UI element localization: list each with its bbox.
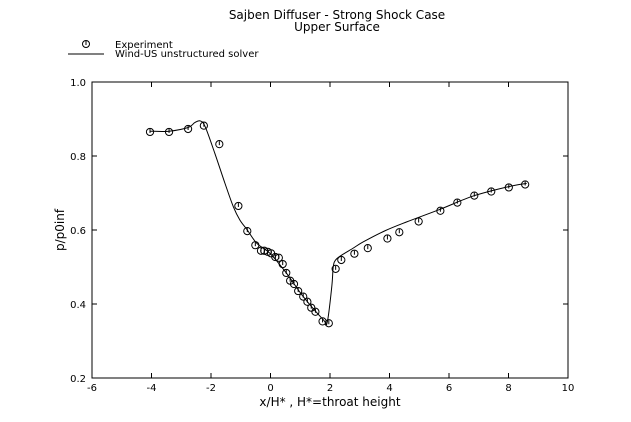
- x-tick-label: -4: [147, 383, 157, 394]
- x-ticks: -6 -4 -2 0 2 4 6 8 10: [87, 82, 574, 394]
- y-axis-label: p/p0inf: [53, 208, 67, 251]
- y-tick-label: 0.8: [70, 152, 86, 163]
- experiment-point: [234, 201, 243, 211]
- x-tick-label: -6: [87, 383, 97, 394]
- experiment-point: [350, 249, 359, 258]
- experiment-point: [318, 317, 327, 326]
- legend-label-experiment: Experiment: [115, 40, 173, 51]
- x-tick-label: 2: [327, 383, 333, 394]
- experiment-point: [303, 297, 312, 306]
- experiment-point: [487, 187, 496, 196]
- x-tick-label: 0: [267, 383, 273, 394]
- experiment-point: [164, 127, 174, 137]
- experiment-point: [251, 241, 260, 250]
- experiment-point: [337, 255, 346, 265]
- plot-frame: [91, 81, 569, 379]
- chart-subtitle: Upper Surface: [294, 20, 380, 34]
- experiment-point: [145, 127, 155, 137]
- experiment-point: [453, 198, 462, 207]
- experiment-point: [243, 227, 252, 236]
- experiment-point: [289, 279, 299, 289]
- experiment-point: [363, 244, 372, 253]
- experiment-point: [299, 292, 308, 301]
- experiment-point: [324, 319, 333, 328]
- experiment-point: [278, 259, 287, 269]
- y-tick-label: 0.6: [70, 226, 86, 237]
- experiment-point: [383, 234, 392, 243]
- x-tick-label: 8: [505, 383, 511, 394]
- x-tick-label: -2: [206, 383, 216, 394]
- experiment-point: [311, 307, 320, 316]
- experiment-point: [436, 206, 445, 215]
- legend-marker-experiment: [82, 40, 90, 48]
- experiment-point: [470, 191, 479, 200]
- x-tick-label: 10: [562, 383, 575, 394]
- y-tick-label: 0.4: [70, 300, 86, 311]
- legend-label-solver: Wind-US unstructured solver: [115, 49, 259, 60]
- y-tick-label: 1.0: [70, 78, 86, 89]
- experiment-point: [331, 264, 340, 273]
- y-ticks: 0.2 0.4 0.6 0.8 1.0: [70, 78, 568, 385]
- experiment-point: [395, 228, 404, 237]
- x-tick-label: 4: [386, 383, 392, 394]
- experiment-point: [504, 183, 513, 192]
- x-tick-label: 6: [446, 383, 452, 394]
- experiment-point: [274, 253, 283, 262]
- x-axis-label: x/H* , H*=throat height: [259, 395, 400, 409]
- legend: Experiment Wind-US unstructured solver: [68, 40, 259, 60]
- experiment-point: [199, 121, 208, 130]
- chart-title: Sajben Diffuser - Strong Shock Case: [229, 8, 445, 22]
- experiment-point: [521, 180, 530, 189]
- experiment-point: [183, 124, 193, 134]
- series-line-wind-us: [150, 120, 527, 326]
- experiment-point: [282, 268, 291, 278]
- experiment-point: [414, 217, 423, 226]
- y-tick-label: 0.2: [70, 374, 86, 385]
- series-markers-experiment: [145, 121, 530, 328]
- experiment-point: [294, 286, 303, 296]
- experiment-point: [215, 140, 224, 149]
- experiment-point: [307, 303, 316, 312]
